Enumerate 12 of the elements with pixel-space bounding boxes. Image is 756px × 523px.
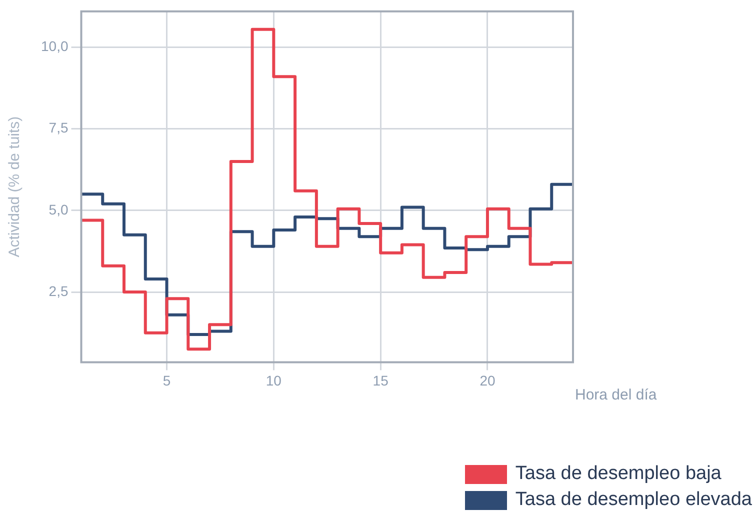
x-tick-label: 20 bbox=[480, 372, 496, 388]
y-tick-label: 7,5 bbox=[48, 120, 68, 136]
x-tick-label: 15 bbox=[372, 372, 389, 388]
x-tick-label: 10 bbox=[266, 372, 282, 388]
legend-label: Tasa de desempleo baja bbox=[515, 463, 722, 485]
legend-label: Tasa de desempleo elevada bbox=[515, 489, 752, 511]
x-tick-label: 5 bbox=[162, 372, 171, 388]
y-tick-label: 5,0 bbox=[48, 201, 68, 218]
y-tick-label: 10,0 bbox=[41, 38, 68, 54]
y-tick-label: 2,5 bbox=[48, 282, 68, 299]
y-axis-title: Actividad (% de tuits) bbox=[6, 116, 24, 258]
x-axis-title: Hora del día bbox=[575, 386, 658, 404]
